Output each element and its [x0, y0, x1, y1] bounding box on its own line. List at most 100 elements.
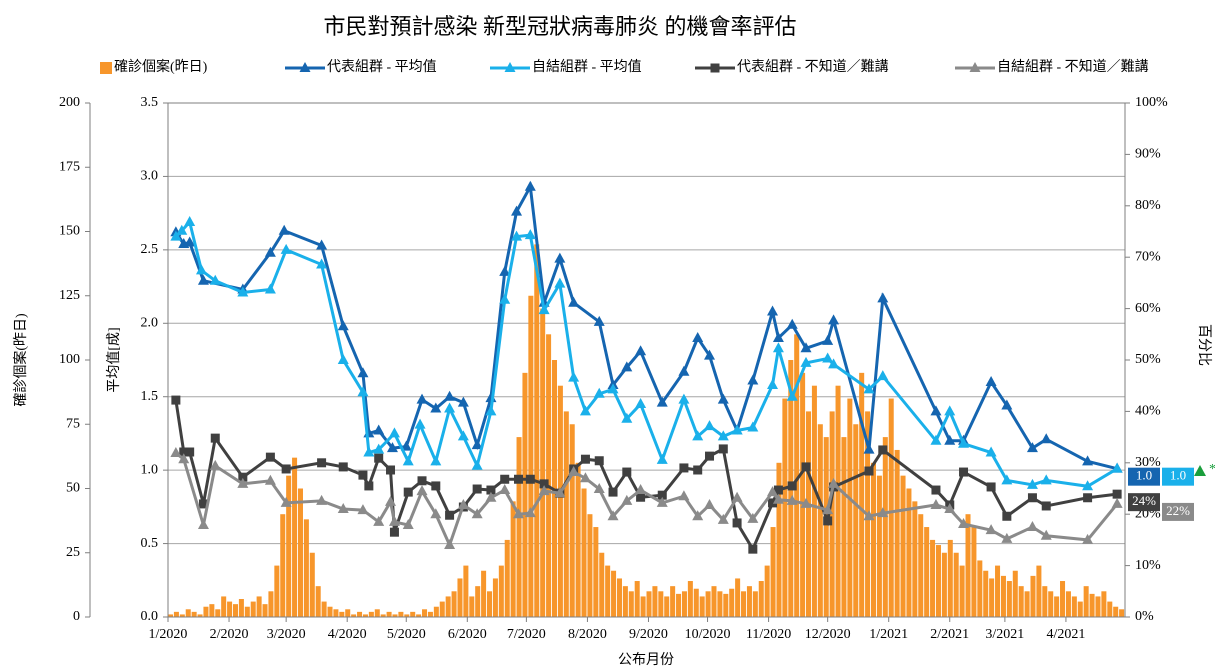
- marker: [316, 494, 328, 505]
- bar: [1054, 596, 1060, 617]
- marker: [471, 508, 483, 519]
- bar: [587, 514, 593, 617]
- bar: [374, 609, 380, 617]
- marker: [444, 539, 456, 550]
- bar: [191, 611, 197, 617]
- bar: [392, 614, 398, 617]
- end-label-box: [1128, 493, 1160, 512]
- marker: [1026, 442, 1038, 453]
- marker: [1026, 478, 1038, 489]
- marker: [772, 331, 784, 342]
- marker: [944, 503, 956, 514]
- marker: [374, 453, 384, 463]
- marker: [1026, 521, 1038, 532]
- marker: [1082, 455, 1094, 466]
- bar: [1024, 591, 1030, 617]
- bar: [522, 372, 528, 617]
- marker: [580, 454, 590, 464]
- marker: [828, 314, 840, 325]
- marker: [959, 467, 969, 477]
- marker: [511, 230, 523, 241]
- marker: [444, 390, 456, 401]
- marker: [197, 518, 209, 529]
- bar: [693, 588, 699, 617]
- bar: [752, 591, 758, 617]
- x-tick-label: 5/2020: [387, 627, 426, 642]
- note-marker: [1194, 465, 1206, 476]
- marker: [554, 252, 566, 263]
- end-label-box: [1128, 467, 1160, 486]
- marker: [486, 485, 496, 495]
- bar: [221, 596, 227, 617]
- bar: [433, 606, 439, 617]
- marker: [444, 402, 456, 413]
- marker: [403, 487, 413, 497]
- bar: [995, 565, 1001, 617]
- bar: [906, 488, 912, 617]
- x-tick-label: 4/2020: [328, 627, 367, 642]
- y2-tick-label: 40%: [1135, 404, 1161, 419]
- marker: [499, 293, 511, 304]
- marker: [678, 365, 690, 376]
- x-axis-title: 公布月份: [618, 652, 674, 668]
- marker: [430, 455, 442, 466]
- marker: [170, 230, 182, 241]
- bar: [758, 581, 764, 617]
- marker: [958, 517, 970, 528]
- bar: [859, 372, 865, 617]
- y3-tick-label: 200: [59, 95, 80, 110]
- y-tick-label: 0.5: [141, 536, 159, 551]
- bar: [498, 565, 504, 617]
- end-label: 1.0: [1170, 468, 1186, 483]
- marker: [717, 513, 729, 524]
- bar: [1006, 581, 1012, 617]
- marker: [1082, 533, 1094, 544]
- marker: [773, 485, 783, 495]
- marker: [786, 318, 798, 329]
- y2-tick-label: 90%: [1135, 147, 1161, 162]
- marker: [772, 342, 784, 353]
- bar: [256, 596, 262, 617]
- y-tick-label: 3.0: [141, 169, 159, 184]
- bar: [670, 586, 676, 617]
- y-tick-label: 2.5: [141, 242, 159, 257]
- bar: [534, 244, 540, 617]
- bar: [888, 398, 894, 617]
- bar: [681, 591, 687, 617]
- bar: [723, 593, 729, 617]
- marker: [171, 395, 181, 405]
- bar: [563, 411, 569, 617]
- y3-tick-label: 25: [66, 545, 80, 560]
- bar: [351, 614, 357, 617]
- bar: [977, 560, 983, 617]
- marker: [1027, 493, 1037, 503]
- marker: [210, 433, 220, 443]
- bar: [676, 593, 682, 617]
- marker: [445, 510, 455, 520]
- y2-tick-label: 30%: [1135, 455, 1161, 470]
- bar: [250, 601, 256, 617]
- x-tick-label: 10/2020: [685, 627, 731, 642]
- bar: [941, 552, 947, 617]
- marker: [280, 496, 292, 507]
- marker: [969, 62, 981, 72]
- bar: [404, 614, 410, 617]
- bar: [847, 398, 853, 617]
- bar: [1089, 593, 1095, 617]
- marker: [944, 434, 956, 445]
- marker: [768, 498, 778, 508]
- marker: [579, 472, 591, 483]
- marker: [717, 393, 729, 404]
- marker: [485, 491, 497, 502]
- marker: [357, 367, 369, 378]
- bar: [286, 475, 292, 617]
- bar: [735, 578, 741, 617]
- marker: [524, 180, 536, 191]
- bar: [746, 586, 752, 617]
- bar: [882, 437, 888, 617]
- marker: [485, 405, 497, 416]
- marker: [568, 466, 580, 477]
- bar: [764, 565, 770, 617]
- marker: [170, 447, 182, 458]
- bar: [870, 462, 877, 617]
